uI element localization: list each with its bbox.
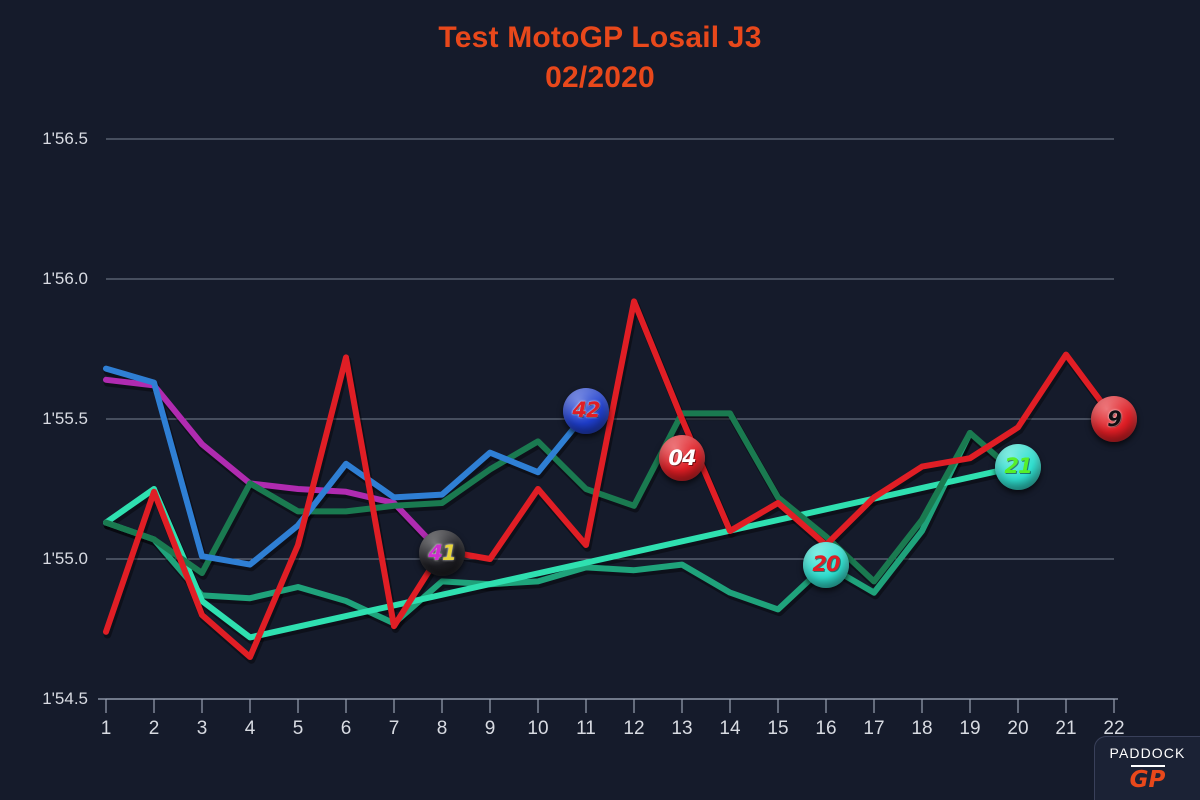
- x-tick-label: 14: [719, 718, 741, 739]
- rider-number-text: 21: [1004, 454, 1032, 479]
- x-tick-label: 2: [148, 718, 160, 739]
- rider-number-text: 9: [1107, 406, 1122, 431]
- x-tick-label: 17: [863, 718, 885, 739]
- rider-number-text: 42: [572, 398, 600, 423]
- rider-badge-42[interactable]: 42: [563, 387, 609, 434]
- series-line-21: [103, 463, 1021, 641]
- y-tick-label: 1'55.5: [42, 409, 88, 428]
- rider-badge-04[interactable]: 04: [659, 435, 705, 482]
- rider-badge-41[interactable]: 41: [419, 530, 465, 577]
- series-lines: [103, 298, 1117, 660]
- rider-badge-20[interactable]: 20: [803, 541, 849, 588]
- rider-number-text: 20: [812, 552, 840, 577]
- x-tick-label: 13: [671, 718, 693, 739]
- x-tick-label: 10: [527, 718, 549, 739]
- rider-badge-21[interactable]: 21: [995, 443, 1041, 490]
- x-tick-label: 21: [1055, 718, 1077, 739]
- x-tick-label: 22: [1103, 718, 1125, 739]
- x-tick-label: 15: [767, 718, 789, 739]
- series-line-42: [103, 365, 589, 568]
- rider-number-text: 04: [668, 445, 696, 470]
- logo-text-gp: GP: [1129, 767, 1166, 793]
- x-axis-line-group: [98, 698, 1118, 713]
- x-tick-label: 20: [1007, 718, 1029, 739]
- x-tick-label: 1: [100, 718, 112, 739]
- x-tick-label: 5: [292, 718, 304, 739]
- y-tick-label: 1'54.5: [42, 689, 88, 708]
- y-tick-label: 1'56.0: [42, 269, 88, 288]
- logo-divider: [1130, 765, 1165, 767]
- rider-number-digit: 1: [442, 540, 457, 565]
- x-tick-label: 12: [623, 718, 645, 739]
- x-tick-label: 3: [196, 718, 208, 739]
- series-line-9: [103, 298, 1117, 660]
- x-tick-label: 9: [484, 718, 496, 739]
- paddock-gp-logo: PADDOCK GP: [1094, 736, 1200, 800]
- rider-number-digit: 4: [428, 540, 443, 565]
- series-line-41: [103, 376, 445, 557]
- x-tick-label: 19: [959, 718, 981, 739]
- rider-badge-9[interactable]: 9: [1091, 396, 1137, 442]
- logo-text-paddock: PADDOCK: [1109, 745, 1186, 761]
- x-tick-label: 18: [911, 718, 933, 739]
- x-tick-label: 7: [388, 718, 400, 739]
- y-tick-label: 1'56.5: [42, 129, 88, 148]
- x-tick-label: 16: [815, 718, 837, 739]
- title-line-2: 02/2020: [545, 61, 655, 94]
- series-shadow-41: [103, 379, 448, 561]
- rider-number-text: 41: [428, 540, 457, 565]
- x-tick-label: 8: [436, 718, 448, 739]
- x-tick-label: 11: [576, 718, 596, 739]
- y-tick-label: 1'55.0: [42, 549, 88, 568]
- x-tick-label: 6: [340, 718, 352, 739]
- x-tick-label: 4: [244, 718, 256, 739]
- series-line-04: [103, 410, 1021, 585]
- title-line-1: Test MotoGP Losail J3: [438, 21, 762, 54]
- page-title: Test MotoGP Losail J3 02/2020: [0, 18, 1200, 98]
